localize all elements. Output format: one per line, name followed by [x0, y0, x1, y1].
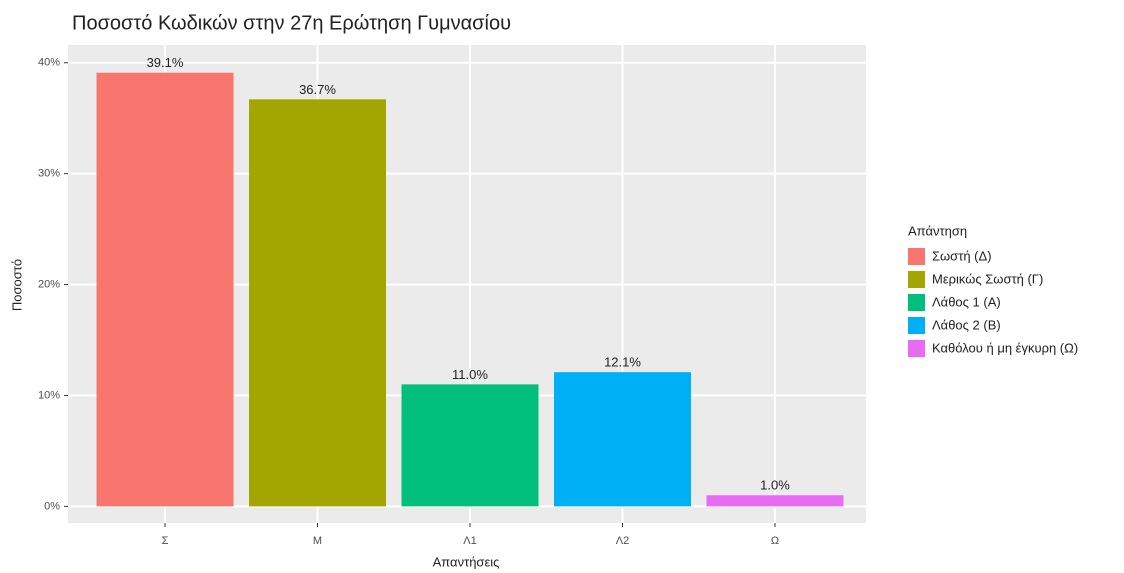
data-label: 36.7% — [299, 82, 336, 97]
legend-key — [908, 340, 925, 357]
x-axis-label: Απαντήσεις — [433, 554, 500, 569]
x-tick-label: Ω — [771, 535, 779, 547]
legend-label: Μερικώς Σωστή (Γ) — [932, 271, 1043, 286]
y-tick-label: 0% — [44, 500, 60, 512]
x-tick-label: Μ — [313, 535, 322, 547]
chart-title: Ποσοστό Κωδικών στην 27η Ερώτηση Γυμνασί… — [72, 12, 511, 34]
data-label: 1.0% — [760, 478, 790, 493]
y-tick-label: 10% — [38, 389, 60, 401]
bar — [249, 99, 386, 507]
bar — [96, 72, 234, 507]
legend-label: Σωστή (Δ) — [932, 248, 992, 263]
legend-title: Απάντηση — [908, 223, 967, 238]
x-tick-label: Λ2 — [616, 535, 629, 547]
bar — [706, 495, 844, 507]
legend-key — [908, 271, 925, 288]
legend-label: Καθόλου ή μη έγκυρη (Ω) — [932, 340, 1078, 355]
legend-label: Λάθος 1 (Α) — [932, 294, 1001, 309]
data-label: 39.1% — [147, 55, 184, 70]
bar — [401, 384, 539, 507]
y-axis-label: Ποσοστό — [9, 259, 24, 311]
x-tick-label: Λ1 — [463, 535, 476, 547]
bar — [554, 372, 691, 507]
legend-label: Λάθος 2 (Β) — [932, 317, 1001, 332]
legend-key — [908, 294, 925, 311]
legend-key — [908, 317, 925, 334]
data-label: 12.1% — [604, 355, 641, 370]
y-tick-label: 30% — [38, 168, 60, 180]
y-tick-label: 40% — [38, 57, 60, 69]
legend-key — [908, 248, 925, 265]
x-tick-label: Σ — [162, 535, 169, 547]
data-label: 11.0% — [452, 367, 488, 382]
y-tick-label: 20% — [38, 278, 60, 290]
